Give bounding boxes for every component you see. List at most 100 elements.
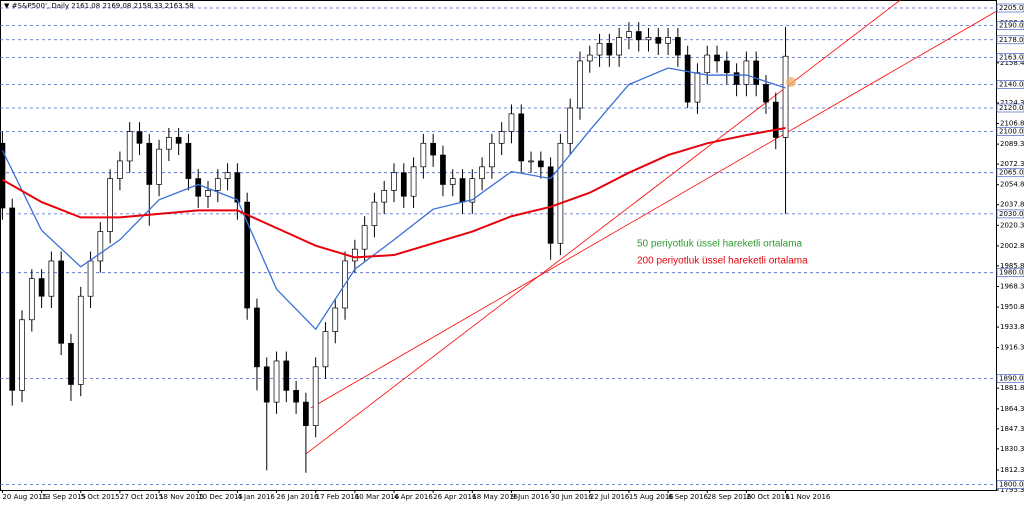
x-tick-label: 5 Oct 2015: [81, 493, 120, 501]
candle-body: [136, 131, 143, 144]
y-tick-label: 2106.80: [1000, 120, 1024, 128]
x-tick-label: 4 Apr 2016: [394, 493, 433, 501]
candle-body: [87, 260, 94, 297]
y-tick-label: 2089.30: [1000, 140, 1024, 148]
plot-frame: [0, 0, 997, 491]
y-tick-label: 1916.30: [1000, 344, 1024, 352]
moving-average: [1, 67, 786, 331]
y-tick-label: 1795.30: [1000, 486, 1024, 494]
y-tick-label: 1933.80: [1000, 323, 1024, 331]
ma-label: 50 periyotluk üssel hareketli ortalama: [637, 239, 803, 250]
x-tick-label: 10 Mar 2016: [355, 493, 400, 501]
level-label-box: [996, 35, 1024, 45]
level-label: 2120.00: [999, 104, 1024, 112]
candle-body: [626, 31, 632, 38]
plot-area: [0, 0, 997, 485]
candle-body: [518, 113, 525, 162]
x-tick-label: 18 Nov 2015: [159, 493, 204, 501]
level-label-box: [996, 21, 1024, 30]
level-label-box: [996, 53, 1024, 62]
x-tick-label: 28 Sep 2016: [707, 493, 752, 501]
level-label-box: [996, 374, 1024, 383]
candle-body: [489, 142, 495, 168]
candle-body: [557, 142, 564, 244]
candle-body: [312, 366, 319, 426]
x-tick-label: 11 Nov 2016: [786, 493, 831, 501]
candle-body: [48, 260, 55, 297]
candle-body: [772, 101, 779, 138]
candle-body: [371, 201, 378, 226]
candle-body: [107, 178, 113, 232]
x-tick-label: 20 Oct 2016: [746, 493, 790, 501]
x-tick-label: 30 Jun 2016: [551, 493, 594, 501]
y-tick-label: 2124.30: [1000, 99, 1024, 107]
candle-body: [322, 331, 329, 368]
level-label-box: [996, 209, 1024, 219]
y-tick-label: 1950.80: [1000, 303, 1024, 311]
candle-body: [0, 142, 6, 209]
moving-average: [1, 127, 786, 259]
candle-body: [635, 31, 642, 41]
candle-body: [254, 307, 260, 368]
candle-body: [479, 166, 485, 179]
candle-body: [166, 137, 172, 150]
candle-body: [616, 37, 622, 56]
x-tick-label: 22 Jul 2016: [590, 493, 630, 501]
candle-body: [28, 278, 35, 321]
level-label: 2100.00: [999, 128, 1024, 136]
level-label-box: [996, 3, 1024, 13]
candle-body: [38, 278, 45, 297]
candle-body: [577, 60, 583, 109]
candle-body: [675, 37, 681, 56]
level-label-box: [996, 103, 1024, 113]
candle-body: [586, 54, 593, 62]
candle-body: [391, 172, 397, 191]
candle-body: [351, 248, 358, 262]
candle-body: [361, 225, 368, 250]
level-label-box: [996, 480, 1024, 489]
trend-line: [305, 0, 901, 455]
candle-body: [537, 160, 544, 168]
x-tick-label: 9 Jun 2016: [511, 493, 549, 501]
trend-line: [310, 11, 997, 409]
x-tick-label: 10 Dec 2015: [198, 493, 243, 501]
candle-body: [224, 172, 231, 179]
candle-body: [293, 390, 299, 403]
x-tick-label: 17 Feb 2016: [316, 493, 360, 501]
level-label: 1890.00: [999, 375, 1024, 383]
x-tick-label: 15 Aug 2016: [629, 493, 674, 501]
x-tick-label: 26 Jan 2016: [277, 493, 320, 501]
candle-body: [596, 42, 603, 56]
candle-body: [146, 142, 153, 185]
candle-body: [9, 207, 16, 391]
candle-body: [126, 131, 133, 162]
level-label-box: [996, 268, 1024, 278]
candle-body: [263, 366, 270, 403]
candle-body: [459, 178, 466, 203]
x-tick-label: 27 Oct 2015: [120, 493, 163, 501]
y-tick-label: 1968.30: [1000, 282, 1024, 290]
x-tick-label: 6 Sep 2016: [668, 493, 708, 501]
y-tick-label: 1881.80: [1000, 384, 1024, 392]
candle-body: [58, 260, 65, 344]
level-label: 2190.00: [999, 22, 1024, 30]
candle-body: [743, 60, 750, 85]
candle-body: [332, 307, 339, 332]
candle-body: [195, 178, 202, 197]
candle-body: [185, 142, 192, 179]
level-label: 2065.00: [999, 169, 1024, 177]
axes: 2192.102158.402124.302106.802089.302072.…: [1, 3, 1024, 501]
ma-label: 200 periyotluk üssel hareketli ortalama: [637, 256, 808, 267]
candle-body: [97, 231, 104, 262]
x-tick-label: 20 Aug 2015: [2, 493, 47, 501]
candle-body: [714, 54, 720, 62]
y-tick-label: 1985.80: [1000, 262, 1024, 270]
y-tick-label: 2158.40: [1000, 59, 1024, 67]
candle-body: [303, 401, 309, 426]
candle-body: [400, 172, 407, 197]
candle-body: [234, 172, 241, 203]
candle-body: [723, 60, 730, 74]
candle-body: [498, 131, 505, 144]
level-label-box: [996, 168, 1024, 178]
candle-body: [273, 360, 280, 403]
